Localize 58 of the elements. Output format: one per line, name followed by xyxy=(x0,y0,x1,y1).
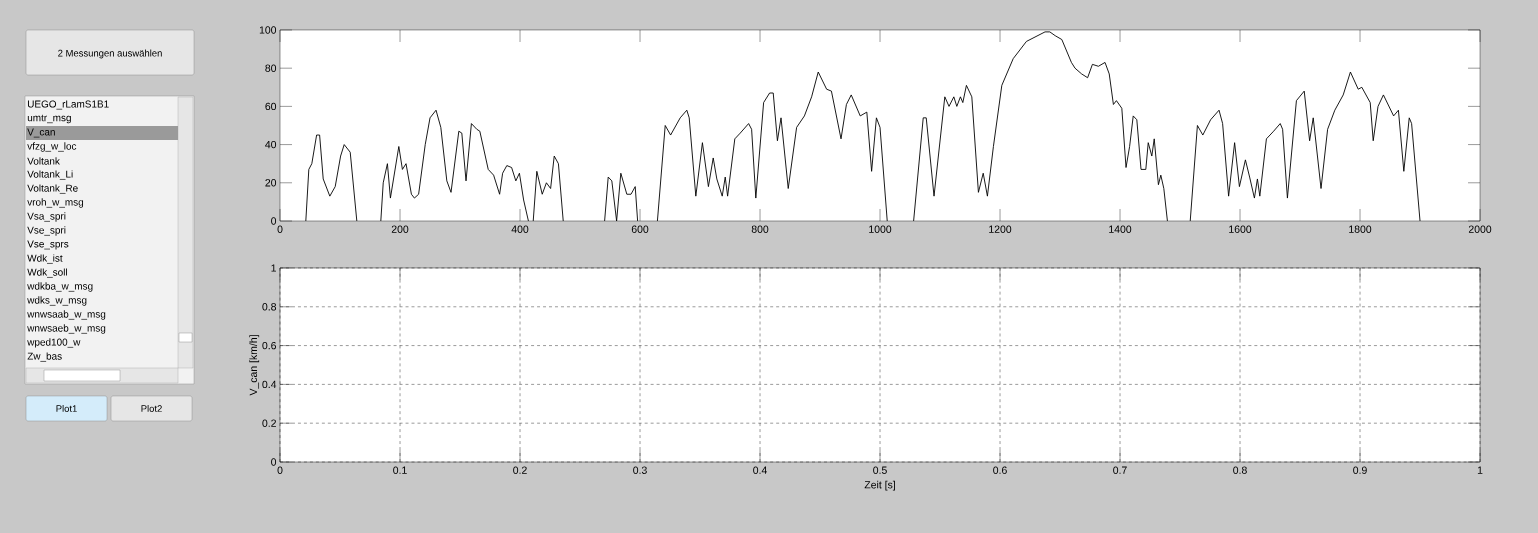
text: UEGO_rLamS1B1 xyxy=(27,100,109,110)
text: Voltank_Re xyxy=(27,184,78,194)
y-tick-label: 1 xyxy=(271,264,276,272)
x-tick-label: 1 xyxy=(1477,466,1483,474)
text: Voltank_Li xyxy=(27,170,73,180)
text: wped100_w xyxy=(27,338,81,348)
text: Vse_spri xyxy=(27,226,66,236)
x-tick-label: 0.7 xyxy=(1113,466,1127,474)
text: umtr_msg xyxy=(27,114,71,124)
x-axis-title: Zeit [s] xyxy=(864,480,895,491)
y-tick-label: 100 xyxy=(259,26,277,34)
text: Vse_sprs xyxy=(27,240,69,250)
y-tick-label: 0 xyxy=(271,217,277,225)
y-axis-title: V_can [km/h] xyxy=(249,335,260,396)
text: Wdk_ist xyxy=(27,254,63,264)
x-tick-label: 0.8 xyxy=(1233,466,1247,474)
text: Wdk_soll xyxy=(27,268,67,278)
text: V_can xyxy=(27,128,55,138)
x-tick-label: 1800 xyxy=(1349,225,1372,233)
y-tick-label: 0.8 xyxy=(262,303,277,311)
x-tick-label: 0.4 xyxy=(753,466,767,474)
x-tick-label: 1200 xyxy=(989,225,1012,233)
y-tick-label: 0 xyxy=(271,458,277,466)
text: wnwsaeb_w_msg xyxy=(27,324,106,334)
x-tick-label: 0.1 xyxy=(393,466,407,474)
x-tick-label: 800 xyxy=(751,225,769,233)
x-tick-label: 0.5 xyxy=(873,466,887,474)
y-tick-label: 0.2 xyxy=(262,419,276,427)
text: wdkba_w_msg xyxy=(27,282,93,292)
x-tick-label: 0.9 xyxy=(1353,466,1367,474)
text: Voltank xyxy=(27,157,60,165)
x-tick-label: 0.6 xyxy=(993,466,1007,474)
text: vroh_w_msg xyxy=(27,198,84,208)
x-tick-label: 0 xyxy=(277,225,283,233)
x-tick-label: 1000 xyxy=(869,225,892,233)
text: Plot2 xyxy=(141,405,162,412)
x-tick-label: 400 xyxy=(511,225,529,233)
text: Vsa_spri xyxy=(27,212,66,222)
x-tick-label: 1400 xyxy=(1109,225,1132,233)
y-tick-label: 60 xyxy=(265,102,277,111)
y-tick-label: 0.6 xyxy=(262,341,277,350)
x-tick-label: 0.3 xyxy=(633,466,647,474)
x-tick-label: 0.2 xyxy=(513,466,527,474)
text: Zw_bas xyxy=(27,352,62,362)
text: wdks_w_msg xyxy=(27,296,87,306)
x-tick-label: 2000 xyxy=(1468,225,1492,233)
y-tick-label: 40 xyxy=(265,140,277,149)
x-tick-label: 600 xyxy=(631,225,649,233)
y-tick-label: 80 xyxy=(265,64,277,72)
y-tick-label: 20 xyxy=(265,179,277,187)
y-tick-label: 0.4 xyxy=(262,380,277,389)
x-tick-label: 0 xyxy=(277,466,283,474)
text: 2 Messungen auswählen xyxy=(58,49,162,59)
text: vfzg_w_loc xyxy=(27,142,77,152)
text: wnwsaab_w_msg xyxy=(27,310,106,320)
x-tick-label: 200 xyxy=(391,225,409,233)
text: Plot1 xyxy=(56,405,77,412)
x-tick-label: 1600 xyxy=(1229,225,1252,233)
